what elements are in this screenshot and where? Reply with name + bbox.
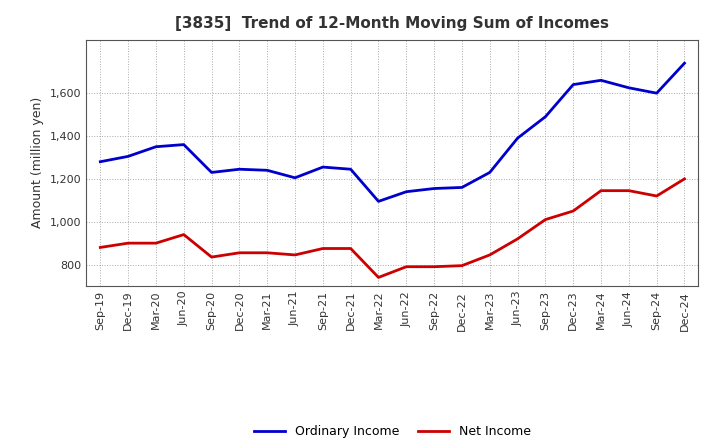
Net Income — [96, 245, 104, 250]
Ordinary Income — [652, 91, 661, 96]
Ordinary Income — [263, 168, 271, 173]
Ordinary Income — [291, 175, 300, 180]
Net Income — [541, 217, 550, 222]
Net Income — [124, 241, 132, 246]
Net Income — [624, 188, 633, 193]
Ordinary Income — [179, 142, 188, 147]
Ordinary Income — [207, 170, 216, 175]
Net Income — [374, 275, 383, 280]
Net Income — [569, 209, 577, 214]
Ordinary Income — [624, 85, 633, 91]
Ordinary Income — [152, 144, 161, 149]
Ordinary Income — [430, 186, 438, 191]
Line: Ordinary Income: Ordinary Income — [100, 63, 685, 202]
Ordinary Income — [346, 167, 355, 172]
Ordinary Income — [124, 154, 132, 159]
Ordinary Income — [96, 159, 104, 165]
Net Income — [402, 264, 410, 269]
Net Income — [318, 246, 327, 251]
Net Income — [485, 252, 494, 257]
Net Income — [263, 250, 271, 256]
Ordinary Income — [402, 189, 410, 194]
Ordinary Income — [513, 136, 522, 141]
Net Income — [680, 176, 689, 182]
Ordinary Income — [569, 82, 577, 87]
Net Income — [430, 264, 438, 269]
Net Income — [513, 236, 522, 242]
Ordinary Income — [680, 61, 689, 66]
Ordinary Income — [235, 167, 243, 172]
Net Income — [152, 241, 161, 246]
Net Income — [207, 254, 216, 260]
Title: [3835]  Trend of 12-Month Moving Sum of Incomes: [3835] Trend of 12-Month Moving Sum of I… — [176, 16, 609, 32]
Net Income — [291, 252, 300, 257]
Ordinary Income — [541, 114, 550, 119]
Net Income — [346, 246, 355, 251]
Ordinary Income — [318, 165, 327, 170]
Ordinary Income — [374, 199, 383, 204]
Ordinary Income — [485, 170, 494, 175]
Y-axis label: Amount (million yen): Amount (million yen) — [32, 97, 45, 228]
Legend: Ordinary Income, Net Income: Ordinary Income, Net Income — [248, 420, 536, 440]
Net Income — [597, 188, 606, 193]
Net Income — [458, 263, 467, 268]
Net Income — [179, 232, 188, 237]
Ordinary Income — [597, 78, 606, 83]
Line: Net Income: Net Income — [100, 179, 685, 278]
Ordinary Income — [458, 185, 467, 190]
Net Income — [235, 250, 243, 256]
Net Income — [652, 193, 661, 198]
